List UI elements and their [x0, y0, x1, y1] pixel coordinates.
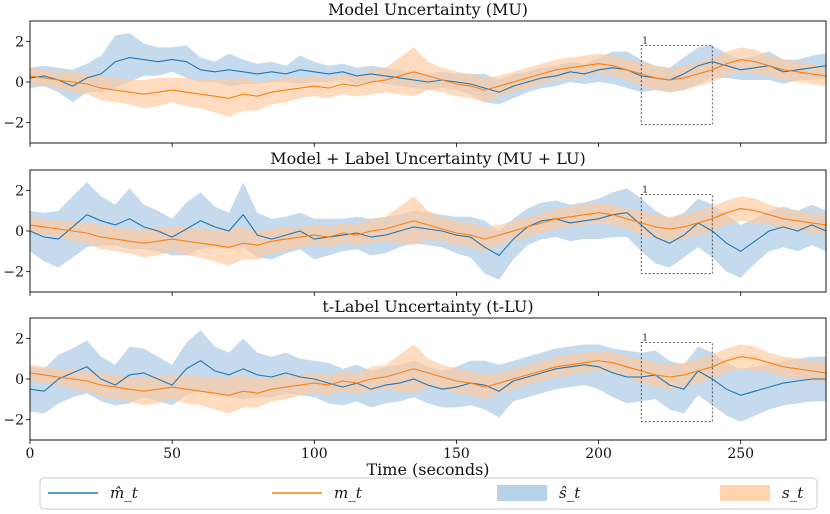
true-uncertainty-band: [30, 196, 826, 266]
legend-frame: [39, 477, 818, 510]
true-uncertainty-band: [30, 344, 826, 414]
panel-2: Model + Label Uncertainty (MU + LU) 1 −2 0 2: [3, 149, 827, 296]
pred-mean-line: [30, 57, 826, 93]
y-tick-label: 0: [15, 75, 24, 91]
y-tick-label: 2: [15, 183, 24, 199]
true-mean-line: [30, 356, 826, 396]
legend-label: ŝ_t: [559, 484, 581, 502]
y-tick-label: −2: [3, 265, 24, 281]
inset-box-label: 1: [642, 185, 648, 195]
inset-box-label: 1: [642, 333, 648, 343]
y-tick-label: 0: [15, 372, 24, 388]
panel-3: t-Label Uncertainty (t-LU) 1 −2 0 2 0 50 100 150…: [3, 297, 827, 462]
y-tick-label: 2: [15, 34, 24, 50]
panel-1: Model Uncertainty (MU) 1 −2 0 2: [3, 0, 827, 147]
plot-area: [30, 330, 826, 422]
x-tick-label: 50: [163, 446, 181, 462]
legend-label: m̂_t: [110, 484, 139, 502]
inset-box-label: 1: [642, 36, 648, 46]
legend-label: m_t: [334, 484, 363, 502]
true-mean-line: [30, 208, 826, 248]
true-mean-line: [30, 59, 826, 99]
pred-mean-line: [30, 360, 826, 396]
legend-patch-swatch: [497, 485, 547, 501]
panel-title: t-Label Uncertainty (t-LU): [322, 297, 533, 316]
x-tick-label: 150: [443, 446, 470, 462]
y-tick-label: 2: [15, 331, 24, 347]
legend-patch-swatch: [720, 485, 770, 501]
inset-box: [640, 341, 713, 423]
plot-area: [30, 33, 826, 117]
y-tick-label: −2: [3, 116, 24, 132]
y-tick-label: −2: [3, 413, 24, 429]
x-tick-label: 250: [727, 446, 754, 462]
x-tick-label: 200: [585, 446, 612, 462]
legend-label: s_t: [782, 484, 804, 502]
x-tick-label: 100: [301, 446, 328, 462]
pred-mean-line: [30, 212, 826, 257]
plot-area: [30, 182, 826, 280]
legend: m̂_t m_t ŝ_t s_t: [39, 477, 818, 510]
pred-uncertainty-band: [30, 33, 826, 105]
x-tick-label: 0: [26, 446, 35, 462]
y-tick-label: 0: [15, 224, 24, 240]
x-axis-label: Time (seconds): [366, 460, 489, 479]
panel-title: Model Uncertainty (MU): [328, 0, 528, 19]
inset-box: [640, 45, 713, 126]
inset-box: [640, 193, 713, 275]
panel-title: Model + Label Uncertainty (MU + LU): [270, 149, 585, 168]
